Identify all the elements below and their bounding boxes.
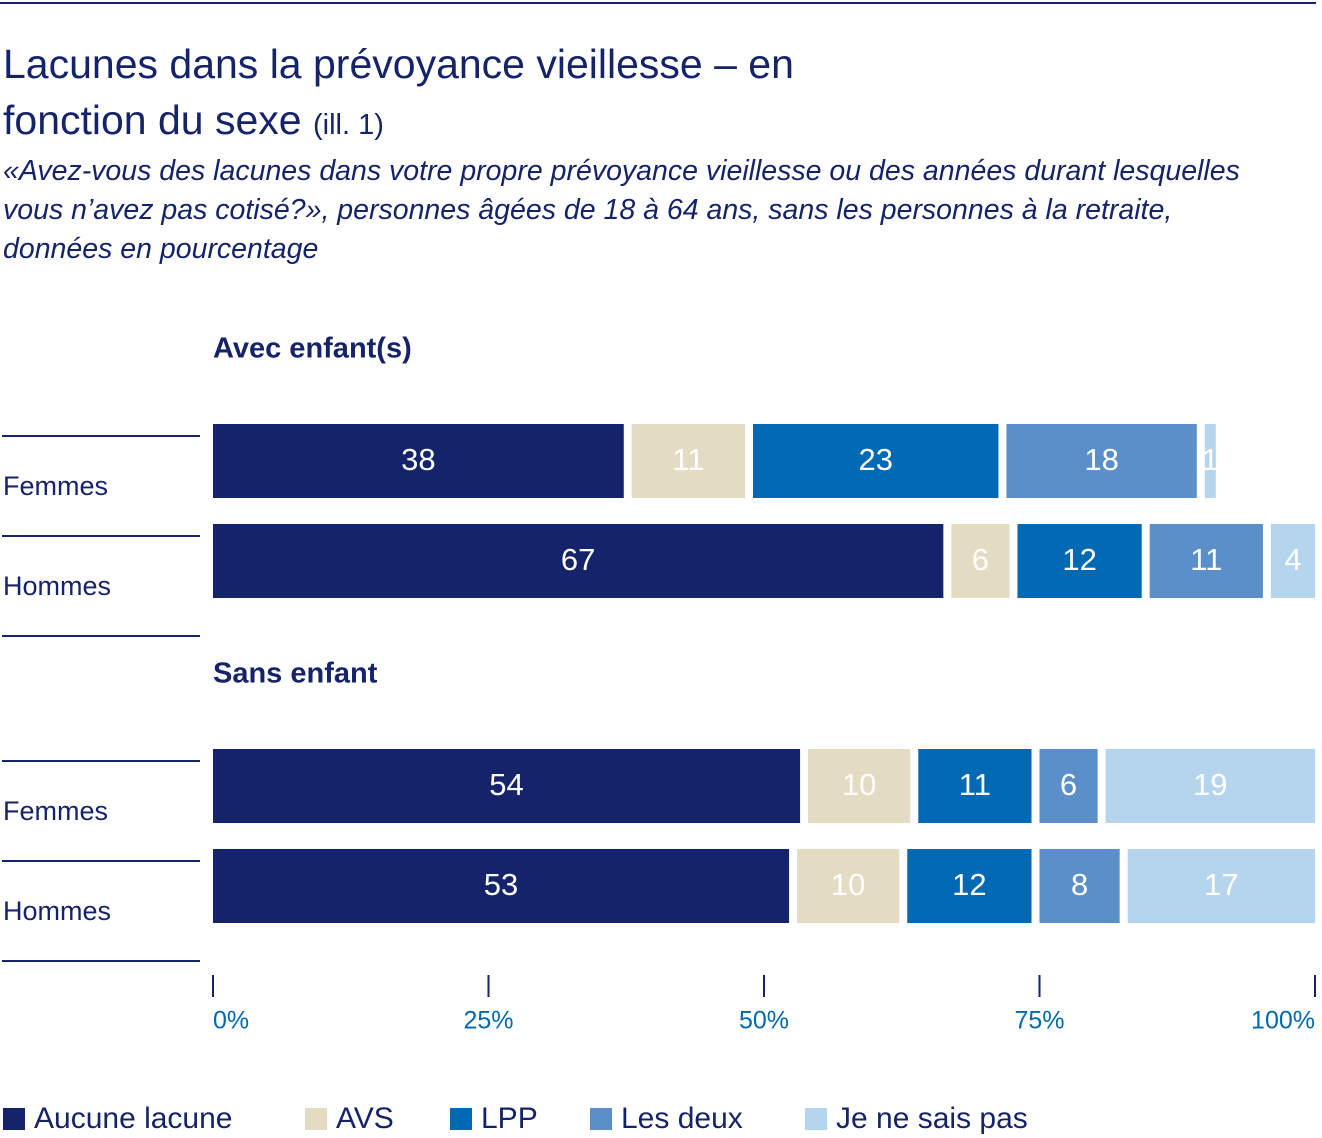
value-label: 17 — [1204, 867, 1238, 902]
bar-segment — [1127, 849, 1315, 923]
subtitle: «Avez-vous des lacunes dans votre propre… — [3, 155, 1240, 265]
x-tick-label: 50% — [739, 1007, 789, 1035]
legend-swatch — [450, 1108, 472, 1130]
bar-segment — [1204, 424, 1216, 498]
x-tick-label: 100% — [1251, 1007, 1315, 1035]
y-tick-label: Hommes — [3, 571, 111, 601]
value-label: 23 — [858, 442, 892, 477]
legend-label: Aucune lacune — [34, 1102, 233, 1135]
bar-segment — [1105, 749, 1315, 823]
bar-segment — [213, 524, 944, 598]
legend-label: LPP — [481, 1102, 538, 1135]
value-label: 38 — [401, 442, 435, 477]
value-label: 11 — [1190, 542, 1222, 577]
value-label: 11 — [959, 767, 991, 802]
bar-segment — [797, 849, 900, 923]
value-label: 10 — [831, 867, 865, 902]
legend-swatch — [590, 1108, 612, 1130]
value-label: 12 — [1062, 542, 1096, 577]
top-rule — [0, 2, 1316, 4]
bar-segment — [1039, 849, 1120, 923]
value-label: 6 — [1060, 767, 1077, 802]
value-label: 4 — [1284, 542, 1301, 577]
value-label: 8 — [1071, 867, 1088, 902]
value-label: 11 — [672, 442, 704, 477]
value-label: 1 — [1202, 442, 1219, 477]
x-tick-label: 0% — [213, 1007, 249, 1035]
bar-segment — [951, 524, 1010, 598]
bar-segment — [213, 424, 624, 498]
value-label: 67 — [561, 542, 595, 577]
y-tick-label: Femmes — [3, 796, 108, 826]
value-label: 53 — [484, 867, 518, 902]
legend-swatch — [305, 1108, 327, 1130]
bar-segment — [808, 749, 911, 823]
legend-label: Les deux — [621, 1102, 743, 1135]
bar-segment — [918, 749, 1032, 823]
y-tick-label: Femmes — [3, 471, 108, 501]
value-label: 12 — [952, 867, 986, 902]
legend-label: AVS — [336, 1102, 394, 1135]
value-label: 18 — [1084, 442, 1118, 477]
x-tick-label: 25% — [463, 1007, 513, 1035]
bar-segment — [1017, 524, 1142, 598]
bar-segment — [213, 849, 790, 923]
bar-segment — [1149, 524, 1263, 598]
value-label: 54 — [489, 767, 523, 802]
bar-segment — [752, 424, 999, 498]
x-tick-label: 75% — [1014, 1007, 1064, 1035]
bar-segment — [1006, 424, 1197, 498]
value-label: 19 — [1193, 767, 1227, 802]
y-tick-label: Hommes — [3, 896, 111, 926]
title: Lacunes dans la prévoyance vieillesse – … — [3, 36, 863, 153]
value-label: 6 — [972, 542, 989, 577]
panel-title: Avec enfant(s) — [213, 333, 412, 365]
bar-segment — [1270, 524, 1315, 598]
legend-swatch — [805, 1108, 827, 1130]
title-text: Lacunes dans la prévoyance vieillesse – … — [3, 41, 794, 143]
bar-segment — [907, 849, 1032, 923]
legend-label: Je ne sais pas — [836, 1102, 1028, 1135]
value-label: 10 — [842, 767, 876, 802]
legend-swatch — [3, 1108, 25, 1130]
title-note: (ill. 1) — [313, 109, 384, 141]
bar-segment — [1039, 749, 1098, 823]
bar-segment — [631, 424, 745, 498]
panel-title: Sans enfant — [213, 658, 378, 690]
bar-segment — [213, 749, 801, 823]
